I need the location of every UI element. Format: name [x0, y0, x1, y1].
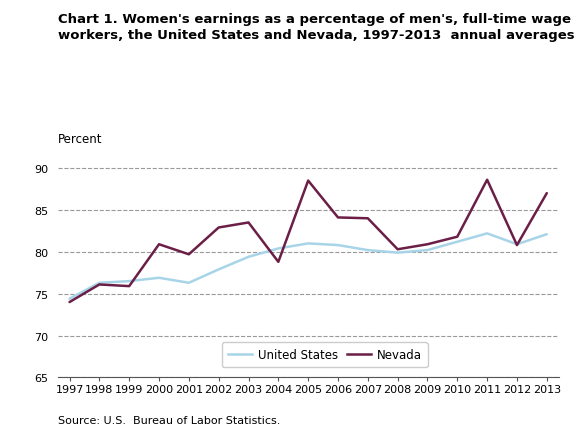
- Nevada: [335, 215, 342, 220]
- United States: [275, 246, 282, 251]
- Nevada: [245, 220, 252, 226]
- Nevada: [96, 282, 103, 287]
- Nevada: [484, 178, 491, 183]
- Text: Chart 1. Women's earnings as a percentage of men's, full-time wage and salary
wo: Chart 1. Women's earnings as a percentag…: [58, 13, 576, 42]
- Nevada: [394, 247, 401, 252]
- Nevada: [66, 300, 73, 305]
- Line: Nevada: Nevada: [70, 180, 547, 302]
- Legend: United States, Nevada: United States, Nevada: [222, 342, 427, 367]
- Nevada: [185, 252, 192, 257]
- United States: [365, 248, 372, 253]
- United States: [245, 255, 252, 260]
- United States: [305, 241, 312, 247]
- Nevada: [454, 234, 461, 240]
- United States: [126, 279, 132, 284]
- Nevada: [126, 284, 132, 289]
- United States: [543, 232, 550, 237]
- Nevada: [275, 260, 282, 265]
- United States: [335, 243, 342, 248]
- United States: [484, 231, 491, 237]
- United States: [454, 240, 461, 245]
- Nevada: [365, 216, 372, 221]
- United States: [215, 267, 222, 273]
- Nevada: [513, 243, 520, 248]
- United States: [66, 296, 73, 302]
- Nevada: [305, 178, 312, 184]
- Nevada: [543, 191, 550, 196]
- United States: [424, 248, 431, 253]
- Line: United States: United States: [70, 234, 547, 299]
- United States: [394, 250, 401, 256]
- Text: Percent: Percent: [58, 132, 102, 145]
- United States: [185, 280, 192, 286]
- Nevada: [424, 242, 431, 247]
- Nevada: [156, 242, 162, 247]
- United States: [96, 280, 103, 286]
- Nevada: [215, 225, 222, 230]
- United States: [156, 276, 162, 281]
- United States: [513, 242, 520, 247]
- Text: Source: U.S.  Bureau of Labor Statistics.: Source: U.S. Bureau of Labor Statistics.: [58, 415, 280, 425]
